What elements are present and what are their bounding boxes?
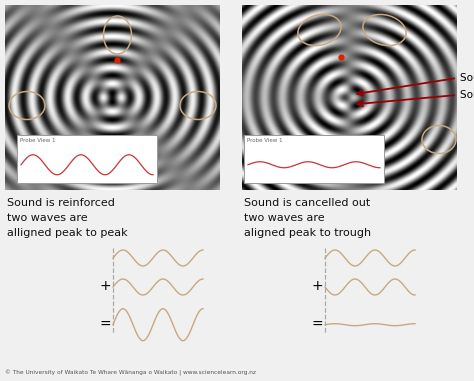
Bar	[242, 5, 457, 190]
Text: =: =	[100, 318, 111, 332]
Text: Probe View 1: Probe View 1	[247, 138, 283, 143]
Text: +: +	[100, 279, 111, 293]
Bar	[244, 135, 384, 183]
Text: Sound is cancelled out
two waves are
aligned peak to trough: Sound is cancelled out two waves are ali…	[244, 198, 371, 238]
Text: Sound 2: Sound 2	[460, 90, 474, 100]
Text: Sound is reinforced
two waves are
alligned peak to peak: Sound is reinforced two waves are allign…	[7, 198, 128, 238]
Text: Sound 1: Sound 1	[460, 73, 474, 83]
Text: Probe View 1: Probe View 1	[20, 138, 55, 143]
Text: =: =	[312, 318, 324, 332]
Text: © The University of Waikato Te Whare Wānanga o Waikato | www.sciencelearn.org.nz: © The University of Waikato Te Whare Wān…	[5, 370, 256, 376]
Bar	[17, 135, 157, 183]
Bar	[5, 5, 220, 190]
Text: +: +	[312, 279, 324, 293]
